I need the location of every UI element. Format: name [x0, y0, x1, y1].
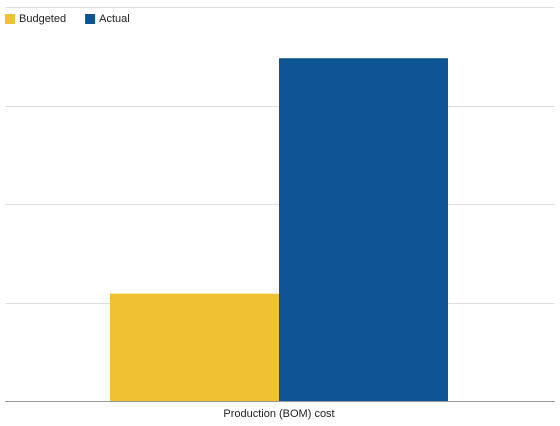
legend-swatch	[5, 14, 15, 24]
legend-swatch	[85, 14, 96, 24]
x-tick-label: Production (BOM) cost	[223, 408, 334, 420]
legend-label: Budgeted	[19, 13, 66, 25]
legend-label: Actual	[99, 13, 130, 25]
bar	[110, 293, 279, 401]
bar	[279, 58, 448, 401]
